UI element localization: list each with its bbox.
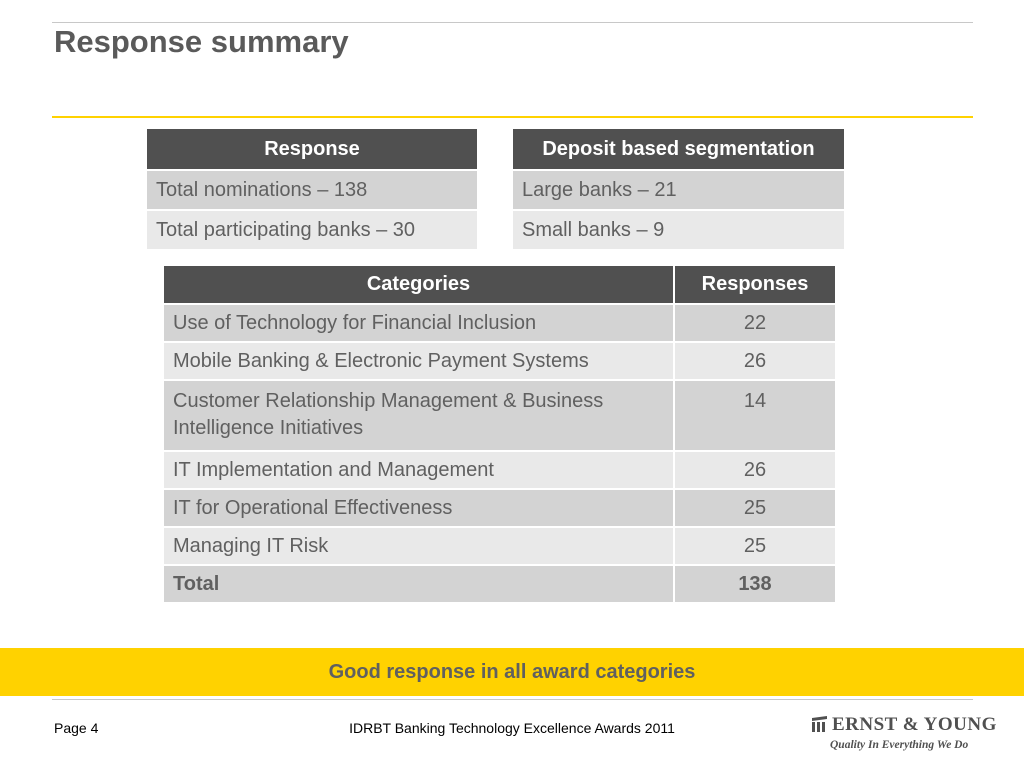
responses-cell: 25 — [673, 488, 837, 528]
category-cell: IT Implementation and Management — [162, 450, 675, 490]
table-row: Use of Technology for Financial Inclusio… — [162, 303, 837, 343]
logo-tagline: Quality In Everything We Do — [830, 739, 969, 751]
segmentation-cell: Small banks – 9 — [511, 209, 846, 251]
ernst-young-logo: ERNST & YOUNG Quality In Everything We D… — [810, 712, 996, 758]
responses-column-header: Responses — [673, 264, 837, 305]
banner-text: Good response in all award categories — [328, 660, 696, 683]
footer-title: IDRBT Banking Technology Excellence Awar… — [349, 720, 675, 736]
responses-cell: 26 — [673, 341, 837, 381]
response-cell: Total nominations – 138 — [145, 169, 479, 211]
table-row: Total nominations – 138 — [145, 169, 479, 211]
logo-name: ERNST & YOUNG — [832, 714, 997, 735]
table-row: Mobile Banking & Electronic Payment Syst… — [162, 341, 837, 381]
category-cell: Managing IT Risk — [162, 526, 675, 566]
table-row: IT Implementation and Management 26 — [162, 450, 837, 490]
title-divider — [52, 116, 973, 118]
category-cell: Use of Technology for Financial Inclusio… — [162, 303, 675, 343]
responses-cell: 22 — [673, 303, 837, 343]
response-table-header: Response — [145, 127, 479, 171]
table-row: IT for Operational Effectiveness 25 — [162, 488, 837, 528]
responses-cell: 26 — [673, 450, 837, 490]
top-divider — [52, 22, 973, 23]
categories-column-header: Categories — [162, 264, 675, 305]
categories-table: Categories Responses Use of Technology f… — [162, 264, 837, 604]
category-cell: Customer Relationship Management & Busin… — [162, 379, 675, 452]
segmentation-table-header: Deposit based segmentation — [511, 127, 846, 171]
total-label: Total — [162, 564, 675, 604]
response-table: Response Total nominations – 138 Total p… — [145, 127, 479, 251]
category-cell: IT for Operational Effectiveness — [162, 488, 675, 528]
table-row: Customer Relationship Management & Busin… — [162, 379, 837, 452]
response-cell: Total participating banks – 30 — [145, 209, 479, 251]
segmentation-cell: Large banks – 21 — [511, 169, 846, 211]
total-row: Total 138 — [162, 564, 837, 604]
table-row: Total participating banks – 30 — [145, 209, 479, 251]
table-row: Large banks – 21 — [511, 169, 846, 211]
category-cell: Mobile Banking & Electronic Payment Syst… — [162, 341, 675, 381]
segmentation-table: Deposit based segmentation Large banks –… — [511, 127, 846, 251]
table-row: Managing IT Risk 25 — [162, 526, 837, 566]
table-row: Small banks – 9 — [511, 209, 846, 251]
page-title: Response summary — [54, 24, 349, 59]
footer-divider — [52, 699, 973, 700]
responses-cell: 25 — [673, 526, 837, 566]
total-value: 138 — [673, 564, 837, 604]
summary-banner: Good response in all award categories — [0, 648, 1024, 696]
page-number: Page 4 — [54, 720, 99, 736]
logo-bars-icon — [812, 716, 827, 732]
responses-cell: 14 — [673, 379, 837, 452]
